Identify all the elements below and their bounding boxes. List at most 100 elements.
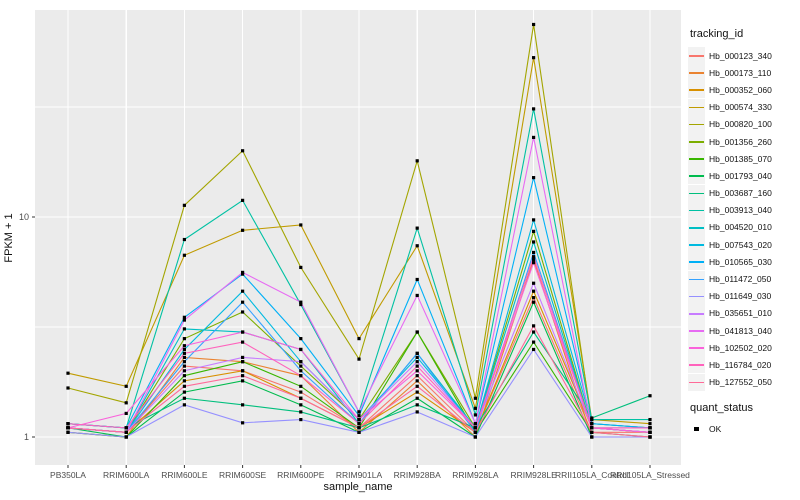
legend-key-color-line bbox=[689, 244, 704, 246]
legend-title-quant-status: quant_status bbox=[690, 401, 753, 414]
legend-key-line bbox=[688, 236, 705, 254]
legend-label: Hb_004520_010 bbox=[709, 222, 772, 233]
legend-item-Hb_041813_040: Hb_041813_040 bbox=[688, 322, 772, 340]
data-point bbox=[357, 414, 361, 418]
x-tick-label: RRIM928LE bbox=[510, 470, 557, 480]
data-point bbox=[241, 403, 245, 407]
data-point bbox=[66, 371, 70, 375]
legend-key-color-line bbox=[689, 209, 704, 212]
legend-item-Hb_127552_050: Hb_127552_050 bbox=[688, 373, 772, 391]
legend-item-Hb_003687_160: Hb_003687_160 bbox=[688, 184, 772, 202]
legend-item-Hb_000574_330: Hb_000574_330 bbox=[688, 98, 772, 116]
legend-label: Hb_001356_260 bbox=[709, 136, 772, 147]
data-point bbox=[357, 337, 361, 341]
data-point bbox=[415, 369, 419, 373]
data-point bbox=[299, 390, 303, 394]
data-point bbox=[473, 413, 477, 417]
data-point bbox=[648, 422, 652, 426]
data-point bbox=[241, 379, 245, 383]
legend-item-Hb_116784_020: Hb_116784_020 bbox=[688, 356, 772, 374]
legend-key-color-line bbox=[689, 312, 704, 315]
data-point bbox=[182, 355, 186, 360]
data-point bbox=[182, 344, 186, 348]
legend-item-Hb_004520_010: Hb_004520_010 bbox=[688, 218, 772, 236]
legend-label: Hb_001385_070 bbox=[709, 153, 772, 164]
legend-item-Hb_003913_040: Hb_003913_040 bbox=[688, 201, 772, 219]
legend-label: Hb_011649_030 bbox=[709, 291, 772, 302]
legend-title-tracking-id: tracking_id bbox=[690, 28, 744, 40]
data-point bbox=[415, 374, 419, 378]
legend-key-color-line bbox=[689, 278, 704, 281]
data-point bbox=[241, 228, 245, 232]
data-point bbox=[299, 265, 303, 270]
data-point bbox=[241, 360, 245, 364]
x-tick-label: RRII105LA_Stressed bbox=[610, 470, 690, 480]
data-point bbox=[299, 417, 303, 422]
legend-key-color-line bbox=[689, 106, 704, 109]
data-point bbox=[299, 403, 303, 407]
data-point bbox=[182, 364, 186, 368]
legend-item-Hb_000173_110: Hb_000173_110 bbox=[688, 64, 772, 82]
data-point bbox=[473, 435, 477, 439]
x-tick-label: RRIM901LA bbox=[336, 470, 383, 480]
data-point bbox=[241, 340, 245, 344]
legend-key-color-line bbox=[689, 141, 704, 143]
data-point bbox=[182, 369, 186, 373]
legend-label: OK bbox=[709, 424, 722, 435]
legend-key-line bbox=[688, 253, 705, 271]
legend-label: Hb_116784_020 bbox=[709, 359, 772, 370]
legend-key-line bbox=[688, 304, 705, 322]
data-point bbox=[124, 426, 128, 430]
data-point bbox=[590, 430, 594, 434]
data-point bbox=[473, 396, 477, 400]
x-tick-label: RRIM600PE bbox=[277, 470, 325, 480]
data-point bbox=[473, 406, 477, 410]
data-point bbox=[415, 396, 419, 400]
data-point bbox=[532, 340, 536, 344]
data-point bbox=[415, 159, 419, 163]
legend-label: Hb_007543_020 bbox=[709, 239, 772, 250]
legend-key-color-line bbox=[689, 72, 704, 74]
data-point bbox=[532, 255, 536, 259]
data-point bbox=[299, 384, 303, 388]
legend-item-Hb_001356_260: Hb_001356_260 bbox=[688, 133, 772, 151]
data-point bbox=[182, 360, 186, 364]
legend-key-line bbox=[688, 287, 705, 305]
legend-item-Hb_011649_030: Hb_011649_030 bbox=[688, 287, 772, 305]
data-point bbox=[299, 410, 303, 414]
x-tick-label: RRIM600LE bbox=[161, 470, 208, 480]
data-point bbox=[532, 250, 536, 255]
legend-key-line bbox=[688, 64, 705, 82]
legend-label: Hb_000574_330 bbox=[709, 102, 772, 113]
legend-label: Hb_000173_110 bbox=[709, 67, 772, 78]
data-point bbox=[415, 330, 419, 334]
legend-key-color-line bbox=[689, 347, 704, 349]
legend-quant-items: OK bbox=[688, 421, 772, 438]
data-point bbox=[532, 176, 536, 180]
data-point bbox=[124, 435, 128, 439]
data-point bbox=[357, 422, 361, 426]
data-point bbox=[299, 347, 303, 352]
legend-key-line bbox=[688, 133, 705, 151]
legend-key-color-line bbox=[689, 192, 704, 195]
legend: tracking_id Hb_000123_340 Hb_000173_110 Hb… bbox=[688, 28, 772, 438]
data-point bbox=[299, 369, 303, 373]
data-point bbox=[357, 426, 361, 430]
data-point bbox=[532, 300, 536, 304]
data-point bbox=[532, 258, 536, 262]
data-point bbox=[299, 374, 303, 378]
legend-label: Hb_003913_040 bbox=[709, 205, 772, 216]
data-point bbox=[182, 390, 186, 394]
legend-key-color-line bbox=[689, 89, 704, 92]
legend-label: Hb_001793_040 bbox=[709, 170, 772, 181]
data-point bbox=[532, 296, 536, 300]
data-point bbox=[182, 351, 186, 355]
data-point bbox=[299, 396, 303, 400]
data-point bbox=[241, 355, 245, 360]
legend-key-line bbox=[688, 339, 705, 357]
legend-key-color-line bbox=[689, 364, 704, 367]
x-tick-label: RRII105LA_Control bbox=[555, 470, 629, 480]
data-point bbox=[415, 293, 419, 298]
legend-item-Hb_001793_040: Hb_001793_040 bbox=[688, 167, 772, 185]
